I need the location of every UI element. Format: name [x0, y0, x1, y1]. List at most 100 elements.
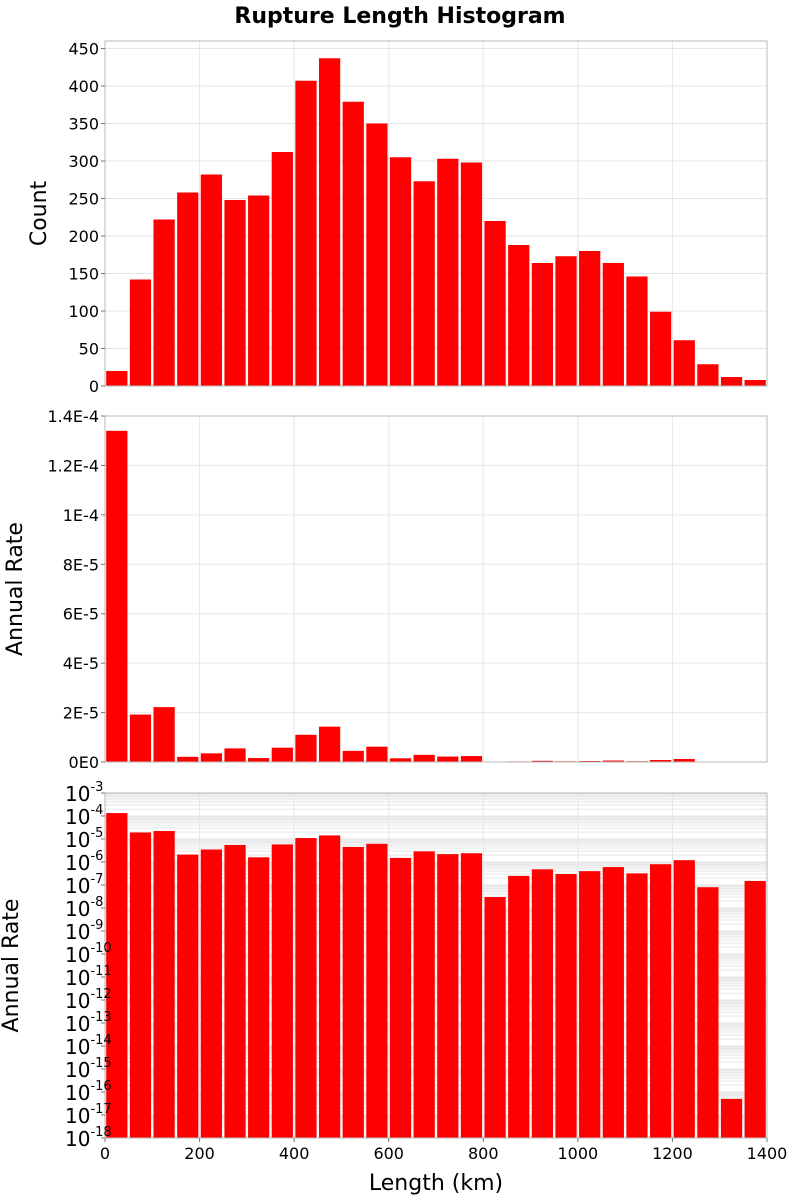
y-tick-label: 10-5	[65, 826, 103, 852]
y-tick-label: 8E-5	[63, 555, 99, 574]
histogram-bar	[342, 750, 364, 762]
histogram-bar	[484, 897, 506, 1138]
histogram-bar	[318, 58, 341, 386]
y-tick-label: 10-12	[65, 987, 112, 1013]
y-tick-label: 1.2E-4	[47, 456, 99, 475]
histogram-bar	[437, 854, 459, 1138]
y-tick-label: 1.4E-4	[47, 407, 99, 426]
histogram-bar	[626, 276, 648, 386]
y-tick-exponent: -8	[90, 895, 103, 910]
histogram-bar	[129, 832, 152, 1138]
y-axis-label: Count	[27, 180, 52, 246]
histogram-bar	[697, 364, 719, 386]
annual-rate-log-panel: 10-310-410-510-610-710-810-910-1010-1110…	[0, 780, 768, 1151]
y-tick-base: 10	[65, 1035, 90, 1059]
histogram-bar	[602, 263, 624, 386]
y-tick-label: 4E-5	[63, 654, 99, 673]
y-tick-label: 0E0	[69, 753, 99, 772]
histogram-bar	[555, 874, 577, 1138]
histogram-bar	[295, 734, 317, 762]
histogram-bar	[248, 857, 270, 1138]
y-tick-label: 250	[68, 190, 99, 209]
x-tick-label: 0	[100, 1144, 110, 1163]
histogram-bar	[271, 152, 293, 386]
histogram-bar	[248, 195, 270, 386]
y-tick-exponent: -16	[90, 1079, 111, 1094]
histogram-bar	[413, 851, 435, 1138]
histogram-bar	[460, 756, 483, 762]
y-tick-label: 300	[68, 152, 99, 171]
y-tick-base: 10	[65, 851, 90, 875]
y-tick-label: 10-15	[65, 1056, 112, 1082]
histogram-bar	[366, 123, 388, 386]
histogram-bar	[437, 756, 459, 762]
histogram-bar	[460, 162, 483, 386]
y-tick-label: 200	[68, 227, 99, 246]
histogram-bar	[555, 256, 577, 386]
histogram-bar	[460, 853, 483, 1138]
histogram-bar	[602, 867, 624, 1138]
y-tick-label: 10-8	[65, 895, 103, 921]
y-tick-base: 10	[65, 782, 90, 806]
histogram-bar	[744, 880, 766, 1138]
histogram-bar	[531, 760, 554, 762]
histogram-bar	[508, 875, 530, 1138]
y-tick-label: 10-3	[65, 780, 103, 806]
histogram-bar	[744, 380, 766, 386]
count-panel: 0 50 100 150 200 250 300 350 400 450 Count	[27, 40, 768, 396]
histogram-bar	[720, 1098, 743, 1138]
y-tick-label: 1E-4	[63, 506, 99, 525]
y-tick-exponent: -4	[90, 803, 103, 818]
y-tick-base: 10	[65, 805, 90, 829]
histogram-bar	[342, 101, 364, 386]
y-tick-label: 10-14	[65, 1033, 112, 1059]
histogram-bar	[508, 245, 530, 386]
histogram-bar	[389, 758, 412, 762]
histogram-bar	[200, 849, 223, 1138]
y-axis-label: Annual Rate	[3, 522, 28, 656]
plot-frame	[104, 415, 768, 763]
histogram-bar	[413, 181, 435, 386]
y-tick-label: 10-9	[65, 918, 103, 944]
y-tick-exponent: -3	[90, 780, 103, 795]
y-tick-base: 10	[65, 1127, 90, 1151]
y-tick-base: 10	[65, 989, 90, 1013]
histogram-bar	[106, 813, 128, 1138]
histogram-bar	[437, 158, 459, 386]
y-tick-exponent: -5	[90, 826, 103, 841]
y-tick-label: 10-4	[65, 803, 103, 829]
y-tick-exponent: -9	[90, 918, 103, 933]
histogram-bar	[602, 760, 624, 762]
x-tick-label: 400	[279, 1144, 310, 1163]
histogram-bar	[697, 887, 719, 1138]
histogram-bar	[153, 219, 175, 386]
histogram-bar	[224, 748, 246, 762]
y-tick-label: 10-7	[65, 872, 103, 898]
y-tick-label: 10-6	[65, 849, 103, 875]
y-tick-base: 10	[65, 1012, 90, 1036]
chart-title: Rupture Length Histogram	[234, 4, 565, 29]
y-tick-base: 10	[65, 920, 90, 944]
y-tick-exponent: -6	[90, 849, 103, 864]
x-tick-label: 1400	[747, 1144, 788, 1163]
y-tick-exponent: -14	[90, 1033, 111, 1048]
y-tick-label: 10-18	[65, 1125, 112, 1151]
x-axis: 0 200 400 600 800 1000 1200 1400	[100, 1138, 787, 1163]
histogram-bar	[153, 831, 175, 1138]
y-tick-label: 400	[68, 77, 99, 96]
histogram-bar	[579, 871, 601, 1138]
histogram-bar	[224, 200, 246, 386]
histogram-bar	[271, 844, 293, 1138]
histogram-bar	[389, 157, 412, 386]
histogram-bar	[177, 192, 199, 386]
histogram-bar	[673, 860, 695, 1138]
y-tick-base: 10	[65, 1104, 90, 1128]
histogram-bar	[531, 263, 554, 386]
y-tick-exponent: -7	[90, 872, 103, 887]
histogram-bar	[295, 80, 317, 386]
x-tick-label: 600	[373, 1144, 404, 1163]
y-axis-label: Annual Rate	[0, 899, 24, 1033]
y-tick-label: 50	[79, 340, 99, 359]
y-tick-exponent: -12	[90, 987, 111, 1002]
